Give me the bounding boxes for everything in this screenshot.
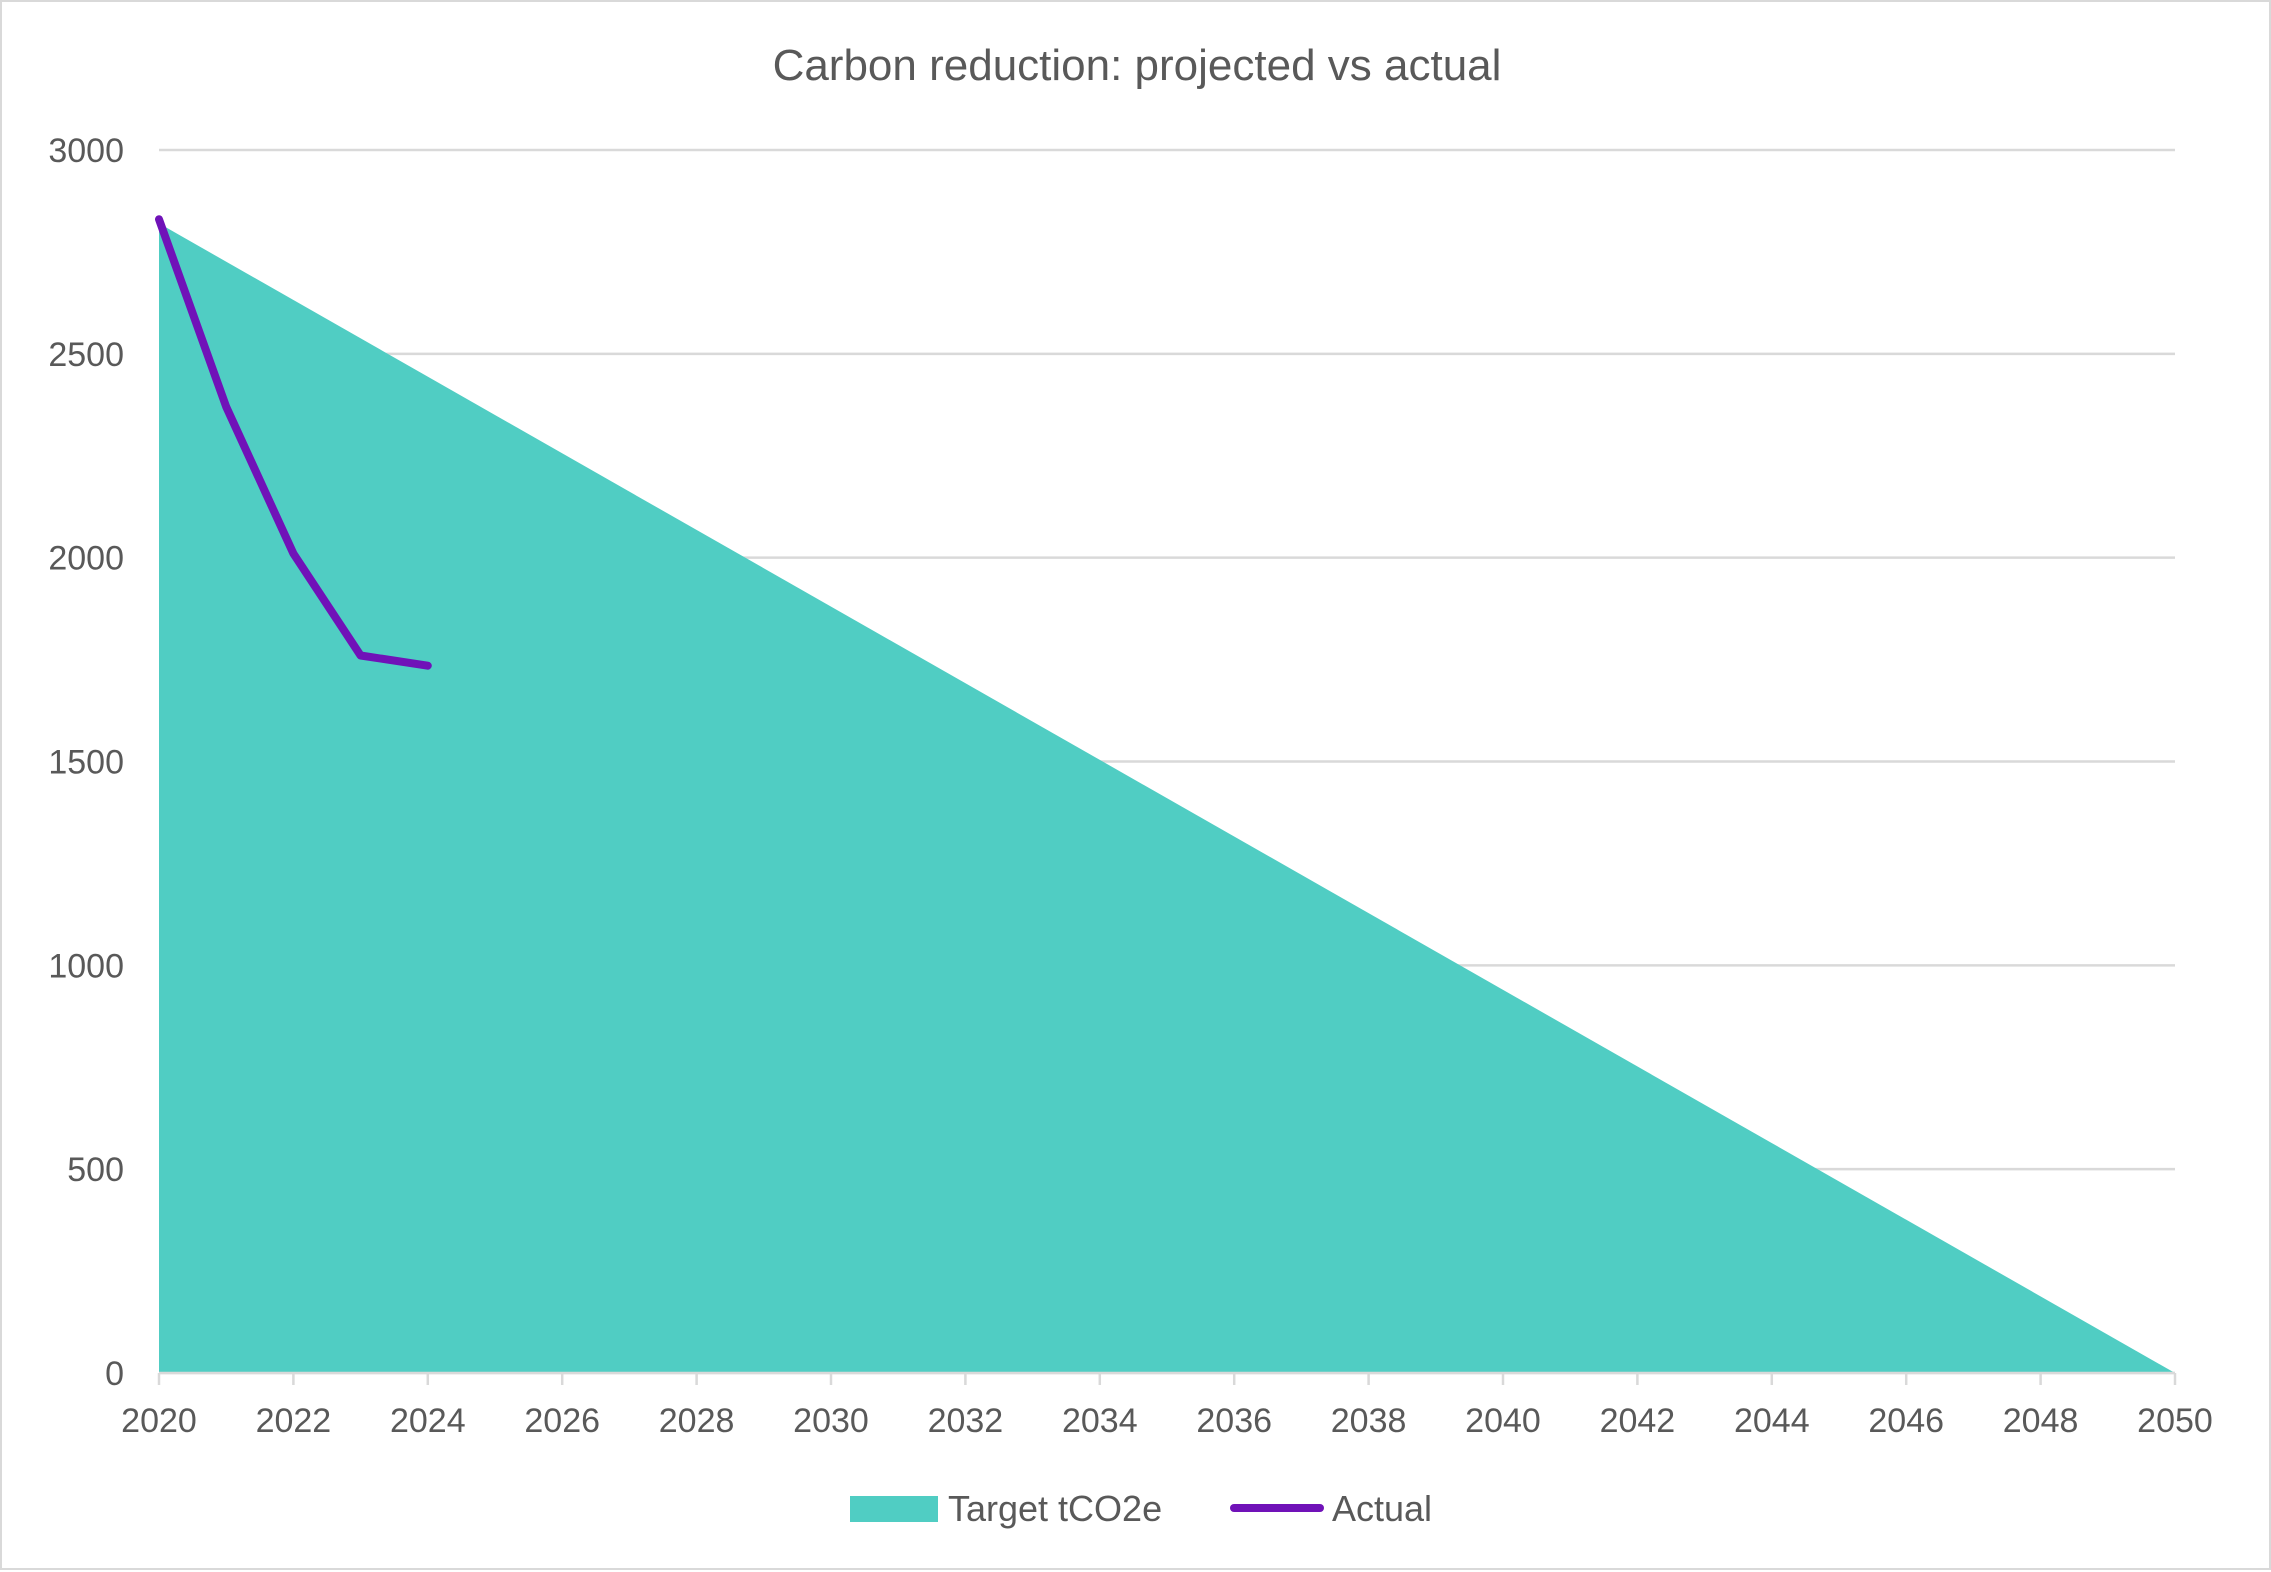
x-tick-label: 2040 [1465,1402,1541,1440]
x-tick-label: 2030 [793,1402,869,1440]
x-tick-label: 2048 [2003,1402,2079,1440]
target-area-series [159,223,2175,1373]
x-tick-label: 2034 [1062,1402,1138,1440]
legend-swatch-target [850,1496,938,1522]
x-tick-label: 2050 [2137,1402,2213,1440]
chart-title: Carbon reduction: projected vs actual [773,41,1502,90]
x-tick-label: 2046 [1868,1402,1944,1440]
x-tick-label: 2044 [1734,1402,1810,1440]
x-tick-label: 2024 [390,1402,466,1440]
x-tick-label: 2038 [1331,1402,1407,1440]
x-tick-label: 2022 [256,1402,332,1440]
x-tick-label: 2026 [524,1402,600,1440]
y-tick-label: 1500 [48,744,124,782]
y-tick-label: 2500 [48,336,124,374]
x-axis: 2020 2022 2024 2026 2028 2030 2032 2034 2036 2038… [121,1373,2213,1440]
x-tick-label: 2036 [1196,1402,1272,1440]
target-area [159,223,2175,1373]
legend: Target tCO2e Actual [850,1488,1432,1529]
x-tick-label: 2032 [928,1402,1004,1440]
y-tick-label: 0 [105,1355,124,1393]
x-tick-label: 2020 [121,1402,197,1440]
y-tick-label: 1000 [48,947,124,985]
y-tick-label: 3000 [48,132,124,170]
x-tick-label: 2042 [1600,1402,1676,1440]
y-axis: 0 500 1000 1500 2000 2500 3000 [48,132,124,1393]
legend-label-actual: Actual [1332,1488,1432,1529]
y-tick-label: 2000 [48,540,124,578]
y-tick-label: 500 [67,1151,124,1189]
legend-label-target: Target tCO2e [948,1488,1162,1529]
x-tick-label: 2028 [659,1402,735,1440]
